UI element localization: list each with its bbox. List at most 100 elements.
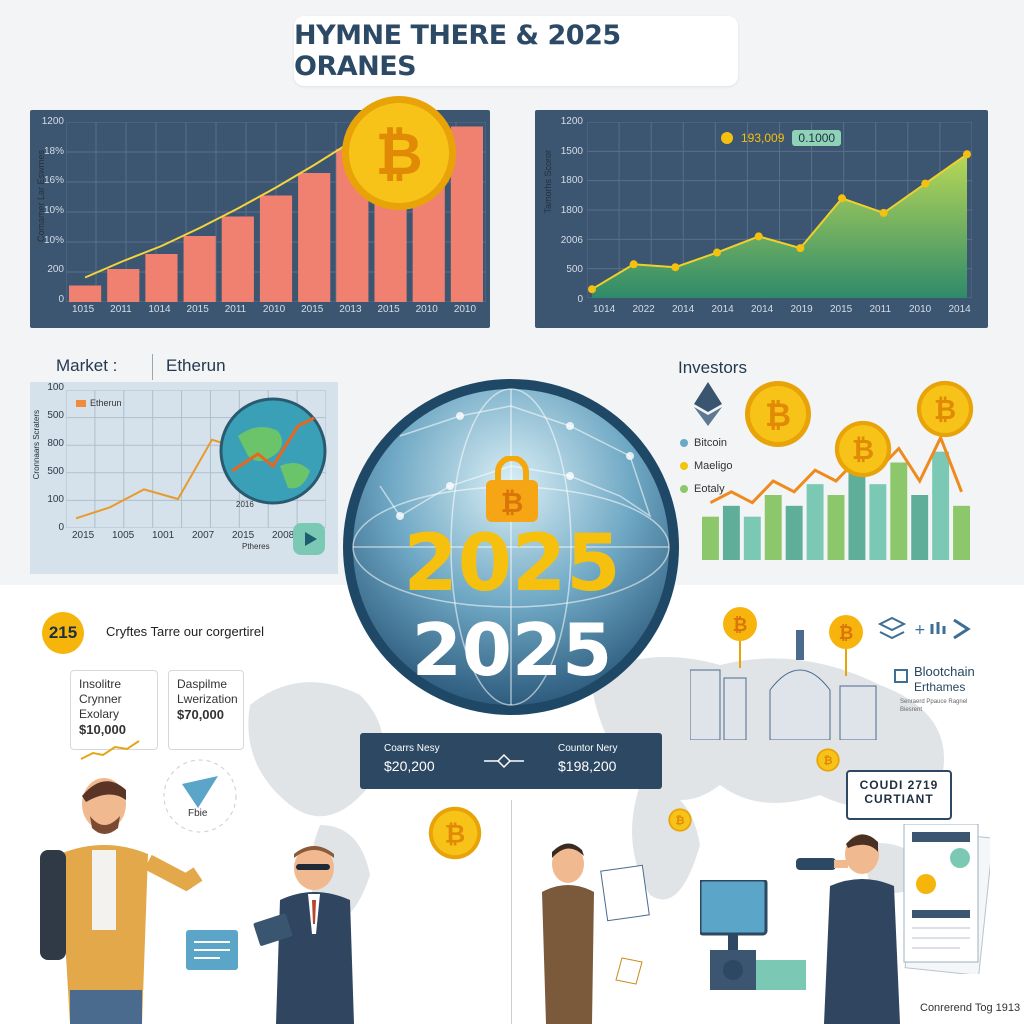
data-point	[796, 244, 805, 253]
ethereum-icon	[694, 382, 722, 426]
blockchain-network-icon: +	[877, 616, 971, 640]
x-tick-label: 2015	[377, 304, 400, 315]
x-tick-label: 2022	[632, 304, 655, 315]
bar	[183, 236, 216, 302]
investors-bar-chart	[702, 433, 970, 560]
chart2-x-ticks: 1014 2022 2014 2014 2014 2019 2015 2011 2010 2014	[587, 304, 982, 318]
y-tick-label: 1500	[560, 145, 583, 157]
market-line	[75, 438, 247, 520]
document-icon	[186, 930, 238, 970]
legend-value-1: 193,009	[741, 131, 785, 145]
data-point	[754, 232, 763, 241]
bar	[890, 462, 908, 560]
card-value: $70,000	[177, 707, 224, 722]
bar	[764, 495, 782, 560]
bitcoin-coin-icon: ₿	[916, 380, 974, 438]
x-tick-label: 2015	[232, 530, 255, 541]
legend-dot	[721, 132, 733, 144]
x-tick-label: 2019	[790, 304, 813, 315]
document-stack-illustration	[903, 824, 990, 974]
x-tick-label: 2014	[751, 304, 774, 315]
data-point	[713, 248, 721, 257]
y-tick-label: 100	[47, 382, 64, 393]
x-tick-label: 2011	[110, 304, 132, 315]
bar	[298, 173, 331, 302]
legend-value-2: 0.1000	[792, 130, 842, 146]
y-tick-label: 0	[58, 522, 64, 533]
legend-label: Eotaly	[694, 483, 725, 495]
legend-dot	[680, 485, 688, 493]
card-line: Lwerization	[177, 692, 238, 706]
investors-legend: Bitcoin Maeligo Eotaly	[680, 432, 733, 500]
svg-text:₿: ₿	[765, 396, 791, 434]
data-point	[588, 285, 596, 294]
speech-bubble: COUDI 2719 CURTIANT	[846, 770, 952, 820]
bar	[785, 505, 803, 560]
x-tick-label: 2015	[72, 530, 95, 541]
data-point	[629, 260, 638, 269]
badge-number: 215	[48, 623, 78, 642]
x-tick-label: 2015	[186, 304, 209, 315]
bitcoin-coin-icon: ₿	[745, 381, 811, 447]
mini-line-chart	[80, 740, 140, 760]
y-tick-label: 500	[566, 264, 583, 276]
svg-text:₿: ₿	[934, 395, 956, 426]
data-point	[879, 208, 888, 217]
y-tick-label: 1200	[41, 116, 64, 127]
blockchain-logo-icon	[894, 669, 908, 683]
x-tick-label: 2014	[948, 304, 971, 315]
page-title: HYMNE THERE & 2025 ORANES	[294, 20, 621, 82]
y-tick-label: 1200	[560, 116, 583, 127]
bar	[259, 195, 293, 302]
x-tick-label: 2011	[224, 304, 247, 315]
market-title: Market :	[56, 356, 118, 375]
year-heading-bottom: 2025	[411, 608, 613, 692]
area-chart	[587, 122, 972, 298]
data-point	[963, 150, 971, 159]
send-icon	[163, 759, 237, 833]
businessman-illustration	[253, 846, 354, 1024]
bar-chart	[66, 122, 486, 302]
svg-text:₿: ₿	[823, 754, 832, 767]
bar	[221, 216, 254, 302]
market-legend-label: Etherun	[90, 398, 122, 408]
svg-text:₿: ₿	[852, 435, 874, 466]
price-right-label: Countor Nery	[558, 743, 618, 754]
chart2-legend: 193,009 0.1000	[721, 130, 842, 146]
y-tick-label: 10%	[43, 205, 64, 216]
svg-text:₿: ₿	[445, 819, 466, 849]
play-button-icon[interactable]	[292, 522, 326, 556]
chart2-y-ticks: 1200 1500 1800 1800 2006 500 0	[551, 116, 585, 305]
bar	[827, 495, 845, 560]
x-tick-label: 1001	[152, 530, 175, 541]
price-right-value: $198,200	[558, 758, 617, 774]
market-divider	[152, 354, 153, 380]
blockchain-title: Blootchain	[914, 664, 975, 679]
chart1-x-ticks: 1015 2011 1014 2015 2011 2010 2015 2013 2015 2010…	[66, 304, 486, 318]
y-tick-label: 18%	[43, 145, 64, 157]
svg-text:₿: ₿	[375, 120, 422, 188]
legend-swatch	[76, 399, 86, 407]
y-tick-label: 1800	[560, 175, 583, 187]
x-tick-label: 2011	[869, 304, 892, 315]
x-tick-label: 2013	[339, 304, 362, 315]
page-title-box: HYMNE THERE & 2025 ORANES	[294, 16, 738, 86]
card-value: $10,000	[79, 722, 126, 737]
center-globe	[343, 379, 679, 715]
x-tick-label: 1014	[148, 304, 171, 315]
speech-line: CURTIANT	[864, 792, 934, 806]
svg-text:₿: ₿	[733, 615, 748, 636]
bitcoin-coin-icon: ₿	[428, 806, 482, 860]
blockchain-fine-print: Senraerd Ppauce Ragnel Biesrent	[900, 699, 968, 713]
svg-text:₿: ₿	[839, 623, 854, 644]
market-y-ticks: 100 500 800 500 100 0	[44, 382, 66, 533]
svg-text:₿: ₿	[675, 814, 684, 827]
market-sub-label: Ptheres	[242, 542, 270, 551]
y-tick-label: 1800	[560, 205, 583, 216]
legend-label: Bitcoin	[694, 437, 728, 449]
bitcoin-lock-icon: ₿	[486, 456, 538, 522]
bar	[145, 254, 178, 302]
bar	[806, 484, 824, 560]
x-tick-label: 2010	[415, 304, 438, 315]
card-line: Insolitre	[79, 677, 122, 691]
